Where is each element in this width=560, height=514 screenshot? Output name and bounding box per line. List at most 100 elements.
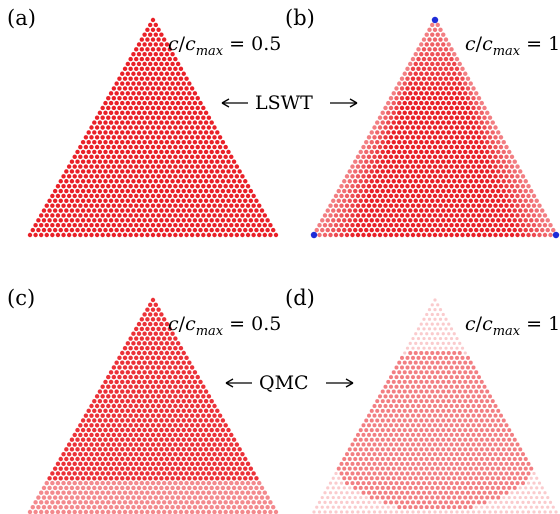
particle-dot (422, 423, 426, 428)
particle-dot (430, 169, 435, 174)
particle-dot (92, 418, 97, 423)
particle-dot (66, 232, 72, 238)
particle-dot (117, 203, 122, 208)
particle-dot (471, 404, 476, 408)
particle-dot (419, 332, 423, 336)
particle-dot (120, 350, 125, 356)
particle-dot (430, 332, 434, 336)
particle-dot (78, 500, 83, 505)
particle-dot (471, 510, 476, 514)
particle-dot (391, 389, 396, 394)
particle-dot (372, 432, 377, 437)
particle-dot (117, 384, 122, 389)
particle-dot (355, 232, 361, 238)
particle-dot (358, 149, 363, 155)
particle-dot (402, 208, 407, 213)
particle-dot (229, 471, 234, 476)
particle-dot (220, 418, 226, 423)
particle-dot (187, 427, 192, 433)
particle-dot (465, 105, 471, 111)
particle-dot (435, 110, 440, 116)
particle-dot (397, 110, 402, 116)
particle-dot (408, 188, 413, 194)
particle-dot (463, 379, 468, 384)
particle-dot (178, 115, 184, 120)
particle-dot (345, 452, 349, 457)
particle-dot (136, 360, 142, 365)
particle-dot (128, 56, 133, 62)
particle-dot (413, 476, 418, 481)
particle-dot (58, 198, 63, 203)
particle-dot (103, 100, 108, 106)
particle-dot (75, 208, 80, 213)
particle-dot (150, 365, 156, 370)
particle-dot (94, 193, 100, 199)
particle-dot (449, 375, 454, 380)
particle-dot (383, 404, 388, 408)
particle-dot (526, 491, 531, 495)
particle-dot (139, 413, 145, 418)
particle-dot (479, 149, 484, 155)
particle-dot (397, 218, 402, 223)
particle-dot (515, 183, 520, 189)
particle-dot (480, 505, 484, 509)
particle-dot (134, 47, 139, 52)
particle-dot (336, 466, 341, 471)
particle-dot (265, 495, 270, 500)
particle-dot (83, 174, 89, 179)
particle-dot (435, 408, 440, 413)
particle-dot (433, 471, 437, 476)
particle-dot (170, 485, 175, 491)
particle-dot (161, 500, 167, 505)
particle-dot (366, 144, 372, 150)
particle-dot (128, 355, 133, 361)
particle-dot (518, 495, 522, 500)
particle-dot (131, 360, 136, 365)
particle-dot (167, 432, 172, 438)
particle-dot (145, 365, 150, 370)
particle-dot (452, 428, 457, 433)
particle-dot (161, 86, 167, 91)
particle-dot (145, 394, 150, 399)
particle-dot (520, 223, 526, 228)
particle-dot (159, 447, 164, 452)
particle-dot (413, 149, 418, 155)
particle-dot (394, 135, 399, 140)
particle-dot (463, 159, 468, 164)
particle-dot (421, 37, 427, 42)
particle-dot (482, 144, 487, 150)
particle-dot (386, 198, 391, 203)
particle-dot (498, 232, 504, 238)
particle-dot (377, 213, 383, 218)
particle-dot (209, 398, 214, 404)
particle-dot (383, 442, 388, 447)
particle-dot (103, 218, 108, 223)
particle-dot (446, 495, 451, 500)
particle-dot (167, 174, 172, 179)
particle-dot (100, 490, 105, 495)
particle-dot (430, 351, 435, 355)
particle-dot (454, 105, 460, 111)
particle-dot (78, 423, 83, 428)
particle-dot (159, 218, 164, 223)
particle-dot (178, 144, 184, 150)
particle-dot (405, 232, 410, 238)
particle-dot (444, 394, 448, 399)
particle-dot (452, 188, 457, 194)
particle-dot (175, 370, 181, 375)
particle-dot (156, 95, 161, 101)
particle-dot (212, 125, 217, 130)
particle-dot (150, 174, 156, 179)
particle-dot (446, 159, 451, 164)
particle-dot (220, 427, 226, 433)
particle-dot (156, 76, 161, 81)
particle-dot (94, 461, 100, 467)
particle-dot (449, 365, 454, 370)
particle-dot (120, 389, 125, 394)
particle-dot (452, 52, 457, 57)
particle-dot (72, 490, 77, 495)
particle-dot (427, 336, 432, 341)
particle-dot (161, 56, 167, 62)
particle-dot (117, 490, 122, 495)
particle-dot (375, 159, 380, 164)
